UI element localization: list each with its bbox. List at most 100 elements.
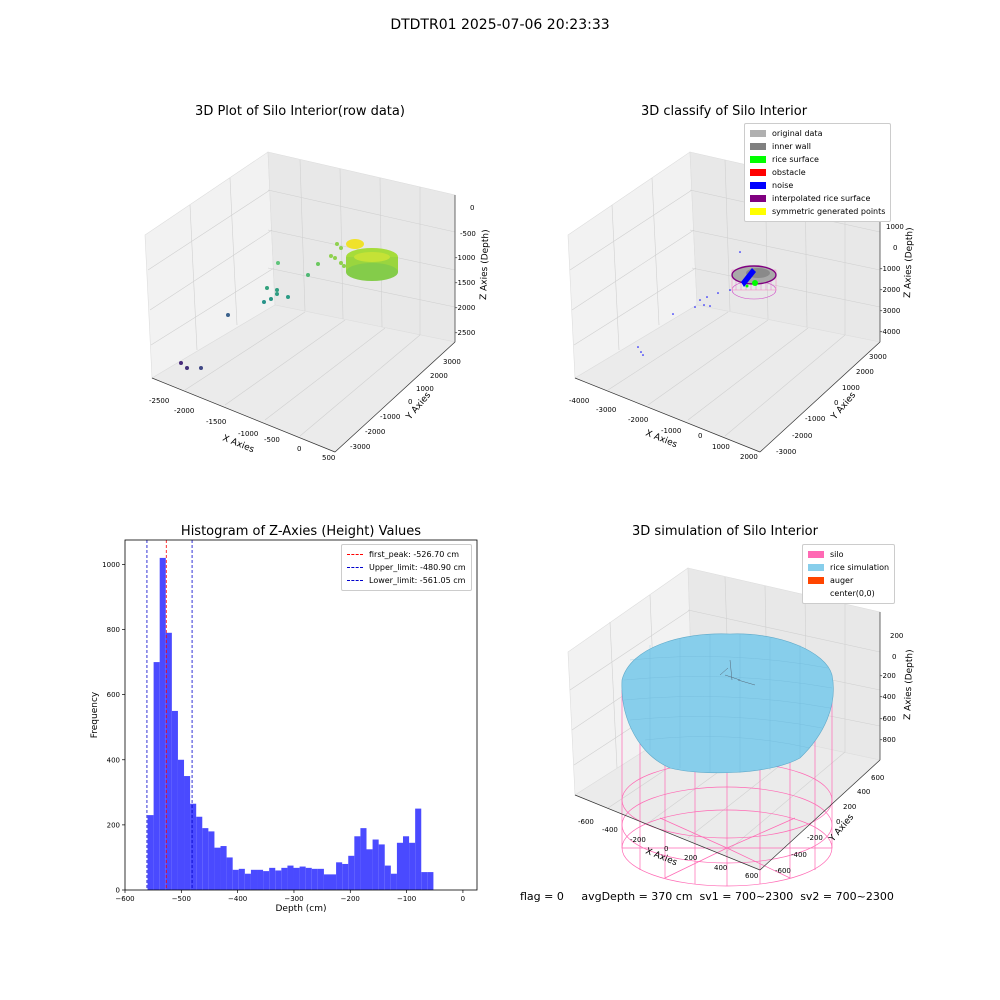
- histogram-bar: [232, 869, 239, 890]
- y-tick-label: 800: [107, 626, 120, 634]
- legend-entry: silo: [808, 548, 889, 561]
- histogram-bar: [147, 815, 154, 890]
- simulation-y-ticks: -600 -400 -200 0 200 400 600: [775, 774, 884, 875]
- histogram-bar: [378, 844, 385, 890]
- legend-entry: first_peak: -526.70 cm: [347, 548, 466, 561]
- tick-label: 2000: [856, 368, 874, 376]
- histogram-bar: [348, 855, 355, 890]
- tick-label: 0: [408, 398, 412, 406]
- tick-label: -1000: [880, 265, 900, 273]
- histogram-bar: [396, 842, 403, 890]
- status-footer: flag = 0 avgDepth = 370 cm sv1 = 700~230…: [520, 890, 894, 903]
- legend-label: obstacle: [772, 168, 806, 177]
- tick-label: -400: [880, 693, 896, 701]
- tick-label: -800: [880, 736, 896, 744]
- histogram-bar: [196, 816, 203, 890]
- histogram-bar: [214, 847, 221, 890]
- x-tick-label: −300: [284, 895, 303, 903]
- histogram-bar: [287, 865, 294, 890]
- tick-label: 200: [890, 632, 903, 640]
- tick-label: 0: [297, 445, 301, 453]
- raw-scatter-points: [179, 261, 320, 370]
- tick-label: 600: [871, 774, 884, 782]
- simulation-z-ticks: -800 -600 -400 -200 0 200: [880, 632, 903, 744]
- plot-frame: [124, 539, 478, 891]
- histogram-bar: [384, 865, 391, 890]
- tick-label: -2000: [174, 407, 194, 415]
- histogram-bar: [208, 831, 215, 890]
- histogram-bar: [190, 803, 197, 890]
- tick-label: -2000: [365, 428, 385, 436]
- y-axis-label: Frequency: [90, 691, 100, 738]
- tick-label: 3000: [869, 353, 887, 361]
- legend-swatch: [808, 590, 824, 597]
- histogram-bar: [184, 776, 191, 890]
- tick-label: 1000: [842, 384, 860, 392]
- tick-label: -1000: [455, 254, 475, 262]
- histogram-bar: [153, 662, 160, 890]
- legend-entry: Upper_limit: -480.90 cm: [347, 561, 466, 574]
- x-tick-label: −200: [341, 895, 360, 903]
- x-tick-label: −500: [172, 895, 191, 903]
- legend-line-upper: [347, 567, 363, 568]
- y-tick-label: 0: [116, 887, 120, 895]
- legend-entry: symmetric generated points: [750, 205, 885, 218]
- tick-label: -1500: [206, 418, 226, 426]
- tick-label: -400: [602, 826, 618, 834]
- legend-entry: center(0,0): [808, 587, 889, 600]
- legend-label: silo: [830, 550, 844, 559]
- histogram-bar: [427, 872, 434, 890]
- auger-marker: [719, 659, 756, 686]
- tick-label: -3000: [880, 307, 900, 315]
- histogram-bar: [354, 836, 361, 890]
- z-axis-label: Z Axies (Depth): [903, 227, 915, 298]
- tick-label: 0: [834, 399, 838, 407]
- histogram-bar: [165, 632, 172, 890]
- tick-label: 600: [745, 872, 758, 880]
- histogram-bar: [293, 867, 300, 890]
- histogram-bar: [269, 867, 276, 890]
- legend-label: original data: [772, 129, 823, 138]
- legend-label: rice surface: [772, 155, 819, 164]
- histogram-bar: [275, 870, 282, 890]
- legend-entry: obstacle: [750, 166, 885, 179]
- histogram-bar: [281, 867, 288, 890]
- tick-label: -400: [791, 851, 807, 859]
- histogram-bar: [177, 759, 185, 890]
- tick-label: 200: [684, 854, 697, 862]
- tick-label: -500: [460, 230, 476, 238]
- tick-label: -2500: [149, 397, 169, 405]
- legend-label: inner wall: [772, 142, 812, 151]
- histogram-bar: [317, 868, 324, 890]
- legend-label: rice simulation: [830, 563, 890, 572]
- tick-label: -1000: [238, 430, 258, 438]
- legend-swatch: [808, 564, 824, 571]
- z-axis-label: Z Axies (Depth): [903, 649, 915, 720]
- histogram-bar: [226, 857, 233, 890]
- histogram-bar: [342, 863, 349, 890]
- legend-label: Lower_limit: -561.05 cm: [369, 576, 466, 585]
- tick-label: 1000: [886, 223, 904, 231]
- tick-label: 400: [857, 788, 870, 796]
- classify-plot-title: 3D classify of Silo Interior: [640, 104, 808, 119]
- tick-label: -2000: [455, 304, 475, 312]
- histogram-bar: [366, 849, 373, 890]
- histogram-bar: [421, 872, 428, 890]
- silo-wireframe: [621, 690, 833, 887]
- tick-label: -600: [578, 818, 594, 826]
- histogram-bar: [238, 868, 245, 890]
- tick-label: 0: [470, 204, 474, 212]
- histogram-bar: [330, 874, 337, 890]
- legend-entry: rice surface: [750, 153, 885, 166]
- histogram-bar: [299, 866, 306, 890]
- legend-label: symmetric generated points: [772, 207, 886, 216]
- histogram-bars: [147, 557, 434, 890]
- histogram-legend: first_peak: -526.70 cm Upper_limit: -480…: [341, 544, 472, 591]
- tick-label: -4000: [569, 397, 589, 405]
- rice-surface: [621, 633, 834, 774]
- tick-label: 0: [893, 244, 897, 252]
- tick-label: -3000: [350, 443, 370, 451]
- legend-entry: interpolated rice surface: [750, 192, 885, 205]
